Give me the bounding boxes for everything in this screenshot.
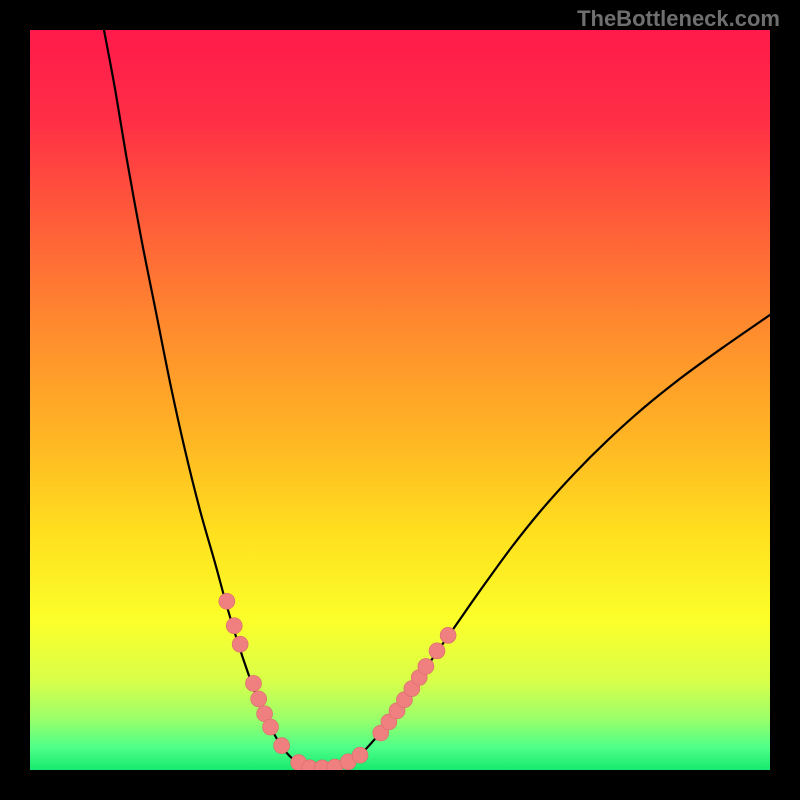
data-marker: [251, 691, 267, 707]
watermark-text: TheBottleneck.com: [577, 6, 780, 32]
outer-frame: TheBottleneck.com: [0, 0, 800, 800]
data-marker: [226, 618, 242, 634]
data-marker: [274, 738, 290, 754]
data-marker: [440, 627, 456, 643]
data-marker: [232, 636, 248, 652]
data-marker: [429, 643, 445, 659]
data-marker: [219, 593, 235, 609]
data-marker: [245, 675, 261, 691]
data-marker: [352, 747, 368, 763]
gradient-v-chart: [0, 0, 800, 800]
plot-background: [30, 30, 770, 770]
data-marker: [418, 658, 434, 674]
data-marker: [263, 719, 279, 735]
